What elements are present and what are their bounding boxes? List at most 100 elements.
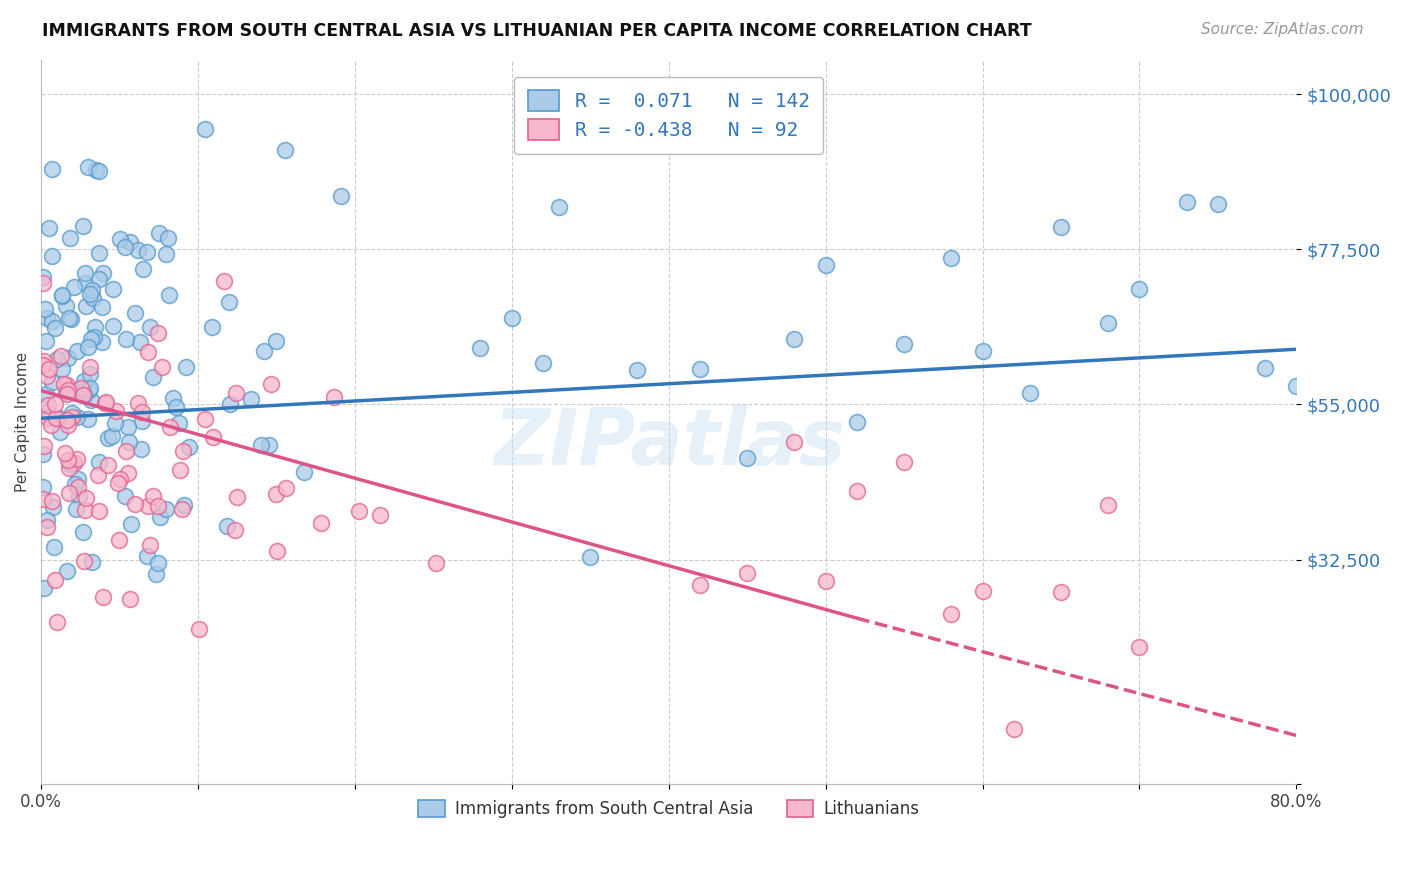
Point [49, 349, 72, 363]
Point [41, 376, 63, 390]
Point [59, 312, 82, 326]
Point [214, 274, 236, 288]
Point [108, 533, 131, 548]
Point [70, 381, 93, 395]
Point [145, 566, 167, 581]
Point [97, 458, 120, 472]
Point [893, 337, 915, 351]
Point [972, 343, 994, 358]
Point [48, 411, 70, 425]
Point [129, 335, 152, 350]
Point [266, 334, 288, 348]
Point [972, 584, 994, 599]
Point [32, 448, 55, 462]
Point [66, 410, 89, 425]
Point [735, 566, 758, 580]
Point [34, 581, 56, 595]
Point [142, 370, 165, 384]
Point [127, 244, 149, 258]
Point [41, 314, 63, 328]
Point [187, 622, 209, 636]
Point [45, 411, 67, 425]
Point [58, 486, 80, 500]
Point [129, 442, 152, 457]
Point [60, 409, 83, 424]
Point [79, 383, 101, 397]
Point [225, 490, 247, 504]
Point [1128, 282, 1150, 296]
Point [626, 363, 648, 377]
Point [66, 343, 89, 358]
Point [58, 460, 80, 475]
Point [44, 320, 66, 334]
Point [846, 415, 869, 429]
Point [38, 220, 60, 235]
Point [1050, 220, 1073, 235]
Legend: Immigrants from South Central Asia, Lithuanians: Immigrants from South Central Asia, Lith… [411, 791, 928, 826]
Point [72, 524, 94, 539]
Point [425, 556, 447, 570]
Point [67, 489, 90, 503]
Point [127, 396, 149, 410]
Point [49, 425, 72, 440]
Point [114, 332, 136, 346]
Point [136, 245, 159, 260]
Point [77, 411, 100, 425]
Point [55, 387, 77, 401]
Point [274, 143, 297, 157]
Point [148, 500, 170, 514]
Point [531, 356, 554, 370]
Point [60, 406, 83, 420]
Point [1128, 640, 1150, 654]
Point [96, 395, 118, 409]
Point [117, 420, 139, 434]
Point [32, 354, 55, 368]
Point [90, 335, 112, 350]
Point [65, 501, 87, 516]
Point [159, 420, 181, 434]
Point [87, 504, 110, 518]
Point [470, 341, 492, 355]
Point [120, 235, 142, 250]
Point [38, 362, 60, 376]
Point [846, 483, 869, 498]
Text: IMMIGRANTS FROM SOUTH CENTRAL ASIA VS LITHUANIAN PER CAPITA INCOME CORRELATION C: IMMIGRANTS FROM SOUTH CENTRAL ASIA VS LI… [42, 22, 1032, 40]
Point [80, 283, 103, 297]
Point [55, 377, 77, 392]
Point [91, 300, 114, 314]
Point [31, 491, 53, 506]
Point [253, 344, 276, 359]
Point [689, 362, 711, 376]
Point [55, 385, 77, 400]
Point [1097, 498, 1119, 512]
Point [118, 591, 141, 606]
Point [41, 249, 63, 263]
Point [170, 501, 193, 516]
Point [146, 556, 169, 570]
Point [73, 375, 96, 389]
Point [77, 160, 100, 174]
Point [35, 404, 58, 418]
Point [73, 388, 96, 402]
Point [41, 500, 63, 514]
Point [66, 472, 89, 486]
Point [89, 246, 111, 260]
Point [149, 510, 172, 524]
Point [93, 396, 115, 410]
Point [31, 270, 53, 285]
Point [132, 262, 155, 277]
Point [35, 334, 58, 348]
Point [579, 549, 602, 564]
Point [41, 161, 63, 176]
Point [136, 549, 159, 564]
Point [91, 590, 114, 604]
Point [1206, 197, 1229, 211]
Point [63, 456, 86, 470]
Point [138, 499, 160, 513]
Point [202, 430, 225, 444]
Point [41, 494, 63, 508]
Point [79, 381, 101, 395]
Point [35, 368, 58, 383]
Point [249, 437, 271, 451]
Point [56, 351, 79, 365]
